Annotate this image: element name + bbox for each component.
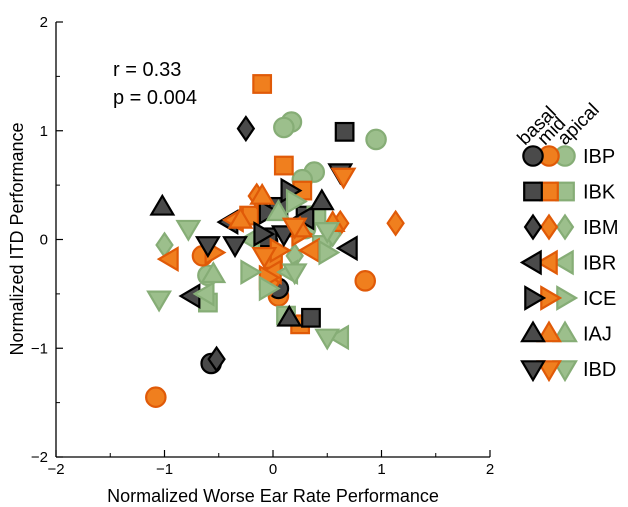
legend-marker-triangle-down-mid <box>536 360 562 383</box>
legend-label: ICE <box>583 288 616 310</box>
data-point-triangle-right-apical <box>285 188 308 215</box>
y-tick-label: 0 <box>40 232 48 249</box>
legend-marker-triangle-up-basal <box>520 320 546 343</box>
data-point-triangle-left-basal <box>335 235 358 262</box>
legend-marker-triangle-up-apical <box>552 320 578 343</box>
data-point-triangle-up-basal <box>149 193 176 216</box>
legend-marker-triangle-left-basal <box>519 249 542 276</box>
data-point-triangle-left-mid <box>156 246 179 272</box>
data-point-triangle-down-mid <box>281 217 308 240</box>
x-tick-label: −1 <box>156 461 173 478</box>
data-point-triangle-left-mid <box>297 237 320 264</box>
legend-row-iaj: IAJ <box>520 320 612 346</box>
data-points <box>145 74 405 408</box>
data-point-circle-apical <box>365 128 387 151</box>
legend-marker-triangle-down-apical <box>552 360 578 383</box>
data-point-square-basal <box>301 307 321 328</box>
data-point-diamond-basal <box>236 115 256 143</box>
legend-rows: IBP IBK IBM IBR ICE IAJ IBD <box>519 145 619 383</box>
y-tick-label: −1 <box>31 340 48 357</box>
data-point-triangle-up-mid <box>249 182 276 205</box>
data-point-triangle-down-mid <box>251 247 278 269</box>
legend-marker-triangle-right-basal <box>524 285 547 311</box>
x-tick-label: −2 <box>47 461 64 478</box>
legend-marker-triangle-up-mid <box>536 320 562 343</box>
x-axis-label: Normalized Worse Ear Rate Performance <box>107 486 439 506</box>
tick-labels: −2 −1 0 1 2 −2 −1 0 1 2 <box>31 14 494 478</box>
data-point-triangle-right-basal <box>253 221 276 247</box>
data-point-triangle-up-apical <box>200 261 227 284</box>
legend-row-ice: ICE <box>524 285 616 311</box>
legend-label: IBP <box>583 146 615 168</box>
data-point-circle-mid <box>145 386 167 408</box>
data-point-triangle-right-apical <box>258 275 281 302</box>
data-point-diamond-mid <box>386 209 405 237</box>
data-point-triangle-down-basal <box>270 225 297 248</box>
legend-label: IBD <box>583 359 616 381</box>
legend-row-ibd: IBD <box>520 359 616 383</box>
y-tick-label: 1 <box>40 123 48 140</box>
legend-marker-square-basal <box>523 181 543 202</box>
p-value: p = 0.004 <box>113 87 197 109</box>
legend-marker-diamond-mid <box>539 213 559 241</box>
legend-marker-triangle-down-basal <box>520 360 546 383</box>
legend-marker-diamond-basal <box>523 213 543 241</box>
legend-row-ibp: IBP <box>522 145 615 168</box>
x-tick-label: 1 <box>377 461 385 478</box>
legend-row-ibk: IBK <box>523 181 616 204</box>
legend-label: IBM <box>583 217 619 239</box>
x-tick-label: 0 <box>269 461 277 478</box>
data-point-triangle-down-apical <box>314 222 341 244</box>
legend-label: IBK <box>583 182 616 204</box>
data-point-triangle-left-apical <box>327 324 350 351</box>
y-axis-label: Normalized ITD Performance <box>7 122 27 355</box>
data-point-square-basal <box>334 121 355 142</box>
legend-marker-triangle-left-mid <box>535 249 558 276</box>
data-point-circle-mid <box>354 270 377 292</box>
legend-marker-circle-basal <box>522 145 544 167</box>
legend-label: IBR <box>583 253 616 275</box>
correlation-r: r = 0.33 <box>113 59 181 81</box>
ticks <box>55 21 491 458</box>
legend-marker-triangle-left-apical <box>551 249 574 276</box>
y-tick-label: 2 <box>40 14 48 31</box>
legend-label: IAJ <box>583 324 612 346</box>
data-point-diamond-basal <box>207 345 226 373</box>
data-point-circle-apical <box>273 116 295 139</box>
data-point-triangle-right-apical <box>318 239 341 266</box>
legend-marker-diamond-apical <box>555 213 575 241</box>
legend-row-ibm: IBM <box>523 213 619 241</box>
data-point-triangle-down-apical <box>281 263 308 286</box>
data-point-triangle-up-mid <box>227 206 254 229</box>
data-point-triangle-right-apical <box>240 259 263 286</box>
data-point-triangle-up-apical <box>265 199 292 222</box>
legend-row-ibr: IBR <box>519 249 616 276</box>
data-point-triangle-down-apical <box>175 219 202 242</box>
y-tick-label: −2 <box>31 449 48 466</box>
data-point-triangle-up-basal <box>308 188 335 211</box>
x-tick-label: 2 <box>486 461 494 478</box>
data-point-triangle-down-mid <box>330 167 357 190</box>
data-point-square-mid <box>273 155 294 176</box>
data-point-square-mid <box>252 74 273 94</box>
data-point-triangle-down-apical <box>146 290 172 313</box>
data-point-triangle-down-basal <box>222 236 248 259</box>
data-point-triangle-left-apical <box>192 280 215 307</box>
data-point-triangle-down-basal <box>194 236 221 259</box>
data-point-triangle-up-basal <box>276 304 303 327</box>
data-point-triangle-down-apical <box>314 328 341 351</box>
